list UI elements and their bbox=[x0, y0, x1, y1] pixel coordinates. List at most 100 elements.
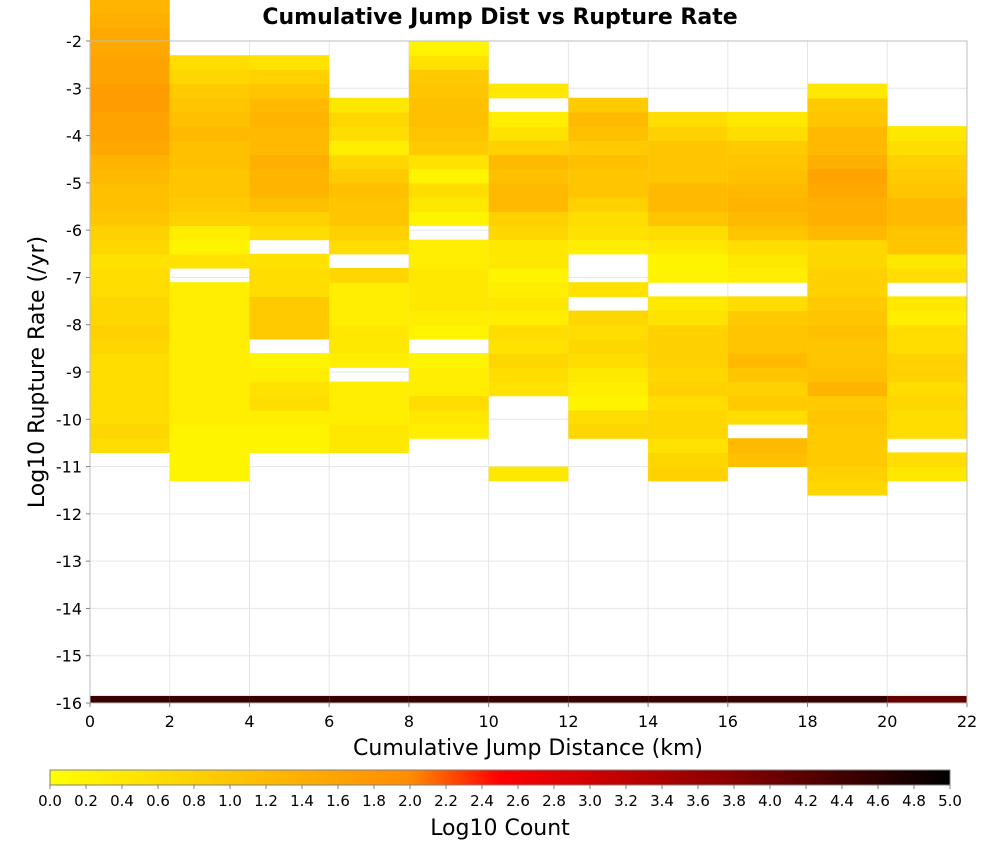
y-tick-label: -7 bbox=[66, 268, 82, 287]
heatmap-cell bbox=[408, 154, 489, 170]
heatmap-cell bbox=[807, 168, 888, 184]
heatmap-cell bbox=[488, 253, 569, 269]
heatmap-cell bbox=[488, 296, 569, 312]
colorbar-tick-label: 1.0 bbox=[218, 792, 242, 810]
y-tick-label: -3 bbox=[66, 79, 82, 98]
heatmap-cell bbox=[568, 381, 649, 397]
heatmap-cell bbox=[329, 381, 409, 397]
heatmap-cell bbox=[169, 211, 250, 227]
x-tick-label: 20 bbox=[877, 712, 897, 731]
heatmap-cell bbox=[568, 225, 649, 241]
heatmap-cell bbox=[807, 97, 888, 113]
heatmap-cell bbox=[807, 225, 888, 241]
heatmap-cell bbox=[887, 154, 967, 170]
heatmap-cell bbox=[329, 338, 409, 354]
heatmap-cell bbox=[90, 253, 170, 269]
heatmap-cell bbox=[568, 324, 649, 340]
heatmap-cell bbox=[727, 395, 808, 411]
heatmap-cell bbox=[90, 282, 170, 297]
heatmap-cell bbox=[648, 140, 728, 156]
heatmap-cell bbox=[169, 381, 250, 397]
heatmap-cell bbox=[648, 424, 728, 439]
y-tick-label: -2 bbox=[66, 32, 82, 51]
heatmap-cell bbox=[90, 182, 170, 198]
heatmap-cell bbox=[408, 211, 489, 227]
heatmap-cell bbox=[887, 267, 967, 283]
colorbar-tick-label: 4.6 bbox=[866, 792, 890, 810]
heatmap-cell bbox=[169, 424, 250, 439]
heatmap-cell bbox=[807, 267, 888, 283]
heatmap-cell bbox=[488, 381, 569, 397]
heatmap-cell bbox=[90, 395, 170, 411]
colorbar-tick-label: 2.0 bbox=[398, 792, 422, 810]
heatmap-cell bbox=[408, 197, 489, 212]
heatmap-cell bbox=[329, 211, 409, 227]
heatmap-cell bbox=[648, 111, 728, 127]
heatmap-cell bbox=[727, 310, 808, 326]
colorbar-tick-label: 3.8 bbox=[722, 792, 746, 810]
colorbar-tick-label: 5.0 bbox=[938, 792, 962, 810]
heatmap-cell bbox=[568, 409, 649, 425]
heatmap-cell bbox=[887, 197, 967, 212]
heatmap-cell bbox=[568, 338, 649, 354]
heatmap-cell bbox=[169, 452, 250, 468]
heatmap-cell bbox=[648, 338, 728, 354]
heatmap-cell bbox=[90, 41, 170, 56]
x-tick-label: 0 bbox=[85, 712, 95, 731]
heatmap-cell-bottom bbox=[807, 695, 888, 703]
heatmap-cell bbox=[568, 239, 649, 255]
heatmap-cell bbox=[329, 168, 409, 184]
heatmap-cell bbox=[727, 182, 808, 198]
heatmap-cell bbox=[329, 111, 409, 127]
heatmap-cell-bottom bbox=[568, 695, 649, 703]
heatmap-cell bbox=[568, 395, 649, 411]
heatmap-cell bbox=[648, 367, 728, 383]
heatmap-cell bbox=[488, 338, 569, 354]
heatmap-cell bbox=[488, 267, 569, 283]
heatmap-cell bbox=[249, 111, 330, 127]
heatmap-cell bbox=[488, 466, 569, 482]
x-tick-label: 18 bbox=[797, 712, 817, 731]
heatmap-cell bbox=[90, 154, 170, 170]
x-axis-label: Cumulative Jump Distance (km) bbox=[353, 736, 703, 761]
heatmap-cell bbox=[568, 182, 649, 198]
heatmap-cell bbox=[887, 296, 967, 312]
colorbar-tick-label: 1.2 bbox=[254, 792, 278, 810]
heatmap-cell bbox=[249, 381, 330, 397]
heatmap-cell bbox=[727, 353, 808, 368]
chart-title: Cumulative Jump Dist vs Rupture Rate bbox=[262, 5, 737, 30]
colorbar-tick-label: 3.0 bbox=[578, 792, 602, 810]
heatmap-cell bbox=[329, 267, 409, 283]
heatmap-cell bbox=[568, 140, 649, 156]
heatmap-cell bbox=[249, 395, 330, 411]
y-axis-label: Log10 Rupture Rate (/yr) bbox=[25, 236, 50, 508]
heatmap-cell bbox=[169, 282, 250, 297]
heatmap-cell bbox=[249, 367, 330, 383]
heatmap-cell bbox=[727, 267, 808, 283]
heatmap-cell bbox=[169, 239, 250, 255]
heatmap-cell bbox=[90, 211, 170, 227]
heatmap-cell bbox=[408, 395, 489, 411]
heatmap-cell bbox=[169, 296, 250, 312]
x-tick-label: 22 bbox=[957, 712, 977, 731]
heatmap-cell bbox=[727, 296, 808, 312]
heatmap-cell bbox=[488, 353, 569, 368]
heatmap-cell bbox=[727, 239, 808, 255]
heatmap-cell bbox=[727, 197, 808, 212]
heatmap-cell bbox=[408, 353, 489, 368]
heatmap-cell bbox=[727, 168, 808, 184]
heatmap-cell bbox=[249, 69, 330, 85]
heatmap-cell bbox=[807, 111, 888, 127]
heatmap-cell bbox=[648, 225, 728, 241]
heatmap-cell bbox=[169, 140, 250, 156]
heatmap-cell bbox=[249, 353, 330, 368]
heatmap-cell bbox=[408, 126, 489, 141]
heatmap-cell bbox=[488, 211, 569, 227]
heatmap-cell bbox=[329, 296, 409, 312]
heatmap-cell bbox=[488, 83, 569, 99]
heatmap-cell bbox=[329, 182, 409, 198]
heatmap-cell bbox=[408, 182, 489, 198]
heatmap-cell bbox=[249, 55, 330, 70]
heatmap-cell bbox=[727, 381, 808, 397]
heatmap-cell bbox=[807, 452, 888, 468]
